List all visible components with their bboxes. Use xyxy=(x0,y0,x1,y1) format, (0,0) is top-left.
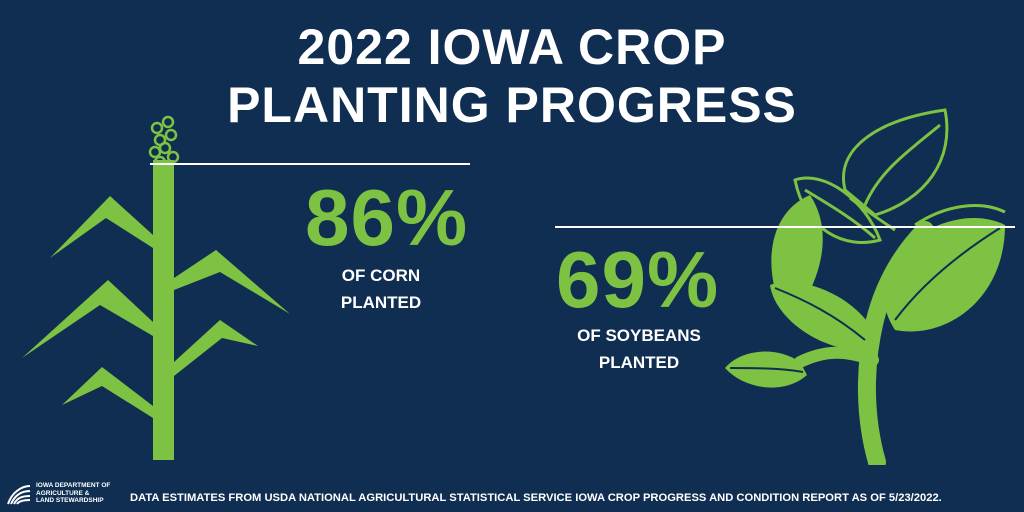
title-line-1: 2022 IOWA CROP xyxy=(297,19,727,75)
page-title: 2022 IOWA CROP PLANTING PROGRESS xyxy=(0,18,1024,134)
corn-label: OF CORN PLANTED xyxy=(318,262,444,316)
corn-plant-icon xyxy=(22,115,290,460)
logo-text: IOWA DEPARTMENT OF AGRICULTURE & LAND ST… xyxy=(36,482,110,505)
soybean-label-line-1: OF SOYBEANS xyxy=(577,326,701,345)
corn-label-line-1: OF CORN xyxy=(341,266,421,285)
title-line-2: PLANTING PROGRESS xyxy=(227,77,797,133)
corn-label-line-2: PLANTED xyxy=(340,293,422,312)
soybean-label-line-2: PLANTED xyxy=(598,353,680,372)
soybean-percent: 69% xyxy=(556,235,720,324)
soybean-label: OF SOYBEANS PLANTED xyxy=(548,322,730,376)
corn-percent: 86% xyxy=(305,173,469,262)
footer: IOWA DEPARTMENT OF AGRICULTURE & LAND ST… xyxy=(0,474,1024,512)
logo-mark-icon xyxy=(7,485,31,505)
logo-line-2: AGRICULTURE & xyxy=(36,489,90,497)
logo-line-3: LAND STEWARDSHIP xyxy=(36,497,104,504)
soybean-divider xyxy=(555,226,1015,228)
agency-logo: IOWA DEPARTMENT OF AGRICULTURE & LAND ST… xyxy=(6,478,126,508)
data-source-note: DATA ESTIMATES FROM USDA NATIONAL AGRICU… xyxy=(130,492,942,504)
logo-line-1: IOWA DEPARTMENT OF xyxy=(36,482,111,489)
soybean-plant-icon xyxy=(725,108,1006,465)
corn-divider xyxy=(150,163,470,165)
